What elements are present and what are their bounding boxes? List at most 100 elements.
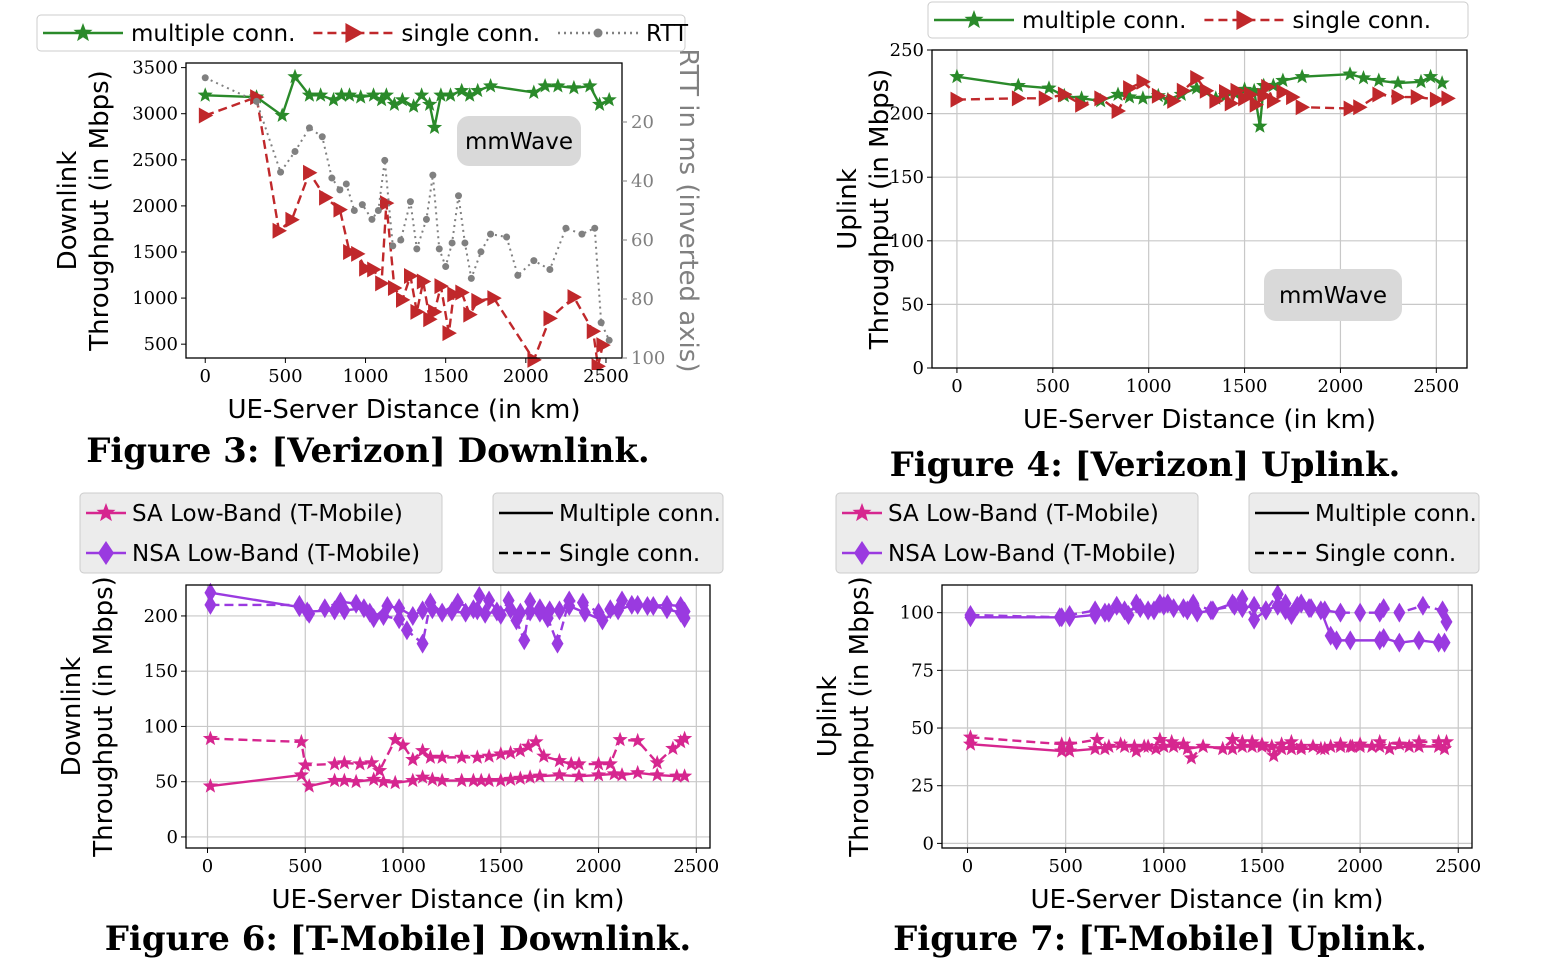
data-point-multiple [1275,72,1291,87]
x-tick-label: 1500 [423,366,469,387]
legend-marker-nsa [854,541,870,565]
x-tick-label: 1500 [478,856,524,877]
data-point-rtt [277,168,285,176]
data-point-sa [293,733,309,749]
data-point-sa [1244,733,1260,749]
data-point-multiple [1246,82,1262,98]
data-point-nsa [1440,611,1453,632]
data-point-rtt [605,336,613,344]
y-axis-label: Uplink [833,168,863,250]
data-point-sa [1254,736,1270,751]
data-point-nsa [660,599,673,620]
data-point-rtt [503,233,511,241]
data-point-nsa [1377,598,1390,619]
data-point-nsa [350,593,363,614]
data-point-single [1218,83,1234,100]
data-point-rtt [429,171,437,179]
data-point-multiple [1371,72,1387,87]
data-point-single [1167,92,1182,109]
data-point-sa [1264,738,1280,753]
x-axis-label: UE-Server Distance (in km) [228,395,581,425]
data-point-nsa [1259,600,1272,621]
legend-label-single: single conn. [1292,8,1431,34]
data-point-single [351,245,366,262]
x-tick-label: 2500 [1413,376,1459,397]
data-point-single [428,303,443,320]
data-point-sa [493,746,509,761]
data-point-single [379,195,395,212]
data-point-rtt [530,257,538,265]
data-point-single [586,323,602,340]
x-tick-label: 2500 [673,856,719,877]
data-point-nsa [533,598,546,619]
x-tick-label: 500 [268,366,302,387]
data-point-sa [375,773,392,789]
mmwave-badge [1264,269,1402,321]
data-point-nsa [1055,607,1068,628]
data-point-single [423,311,438,328]
data-point-sa [387,774,403,790]
chart-fig3: mmWave 0 500 1000 1500 2000 2500 500 1000 1500 200… [36,14,703,471]
data-point-sa [1305,738,1321,753]
data-point-sa [434,772,450,788]
data-point-sa [1401,738,1417,753]
legend-label-nsa: NSA Low-Band (T-Mobile) [132,541,420,567]
data-point-nsa [616,590,629,611]
data-point-rtt [389,242,397,250]
legend-label-rtt: RTT [646,21,689,47]
data-point-nsa [1122,604,1135,625]
legend-box-carrier [835,492,1199,574]
data-point-sa [606,766,622,781]
data-point-nsa [576,592,589,613]
data-point-nsa [1377,628,1390,649]
data-point-nsa [502,590,515,611]
data-point-multiple [426,119,443,134]
data-point-nsa [510,610,523,631]
legend-label-sa: SA Low-Band (T-Mobile) [888,501,1159,527]
data-point-sa [297,757,313,772]
data-point-rtt [350,207,358,214]
chart-fig7: 0 500 1000 1500 2000 2500 0 25 50 75 100 UE-Server … [813,492,1481,959]
data-point-nsa [1236,588,1249,609]
data-point-sa [405,751,421,767]
data-point-sa [612,731,628,747]
data-point-multiple [1423,68,1439,84]
data-point-single [285,211,300,228]
data-point-multiple [1342,66,1358,81]
data-point-sa [673,733,689,749]
data-point-sa [1224,740,1241,756]
fig6-caption: Figure 6: [T-Mobile] Downlink. [105,919,691,959]
data-point-rtt [591,224,599,232]
data-point-sa [665,740,681,755]
y-tick-label: 0 [923,833,934,854]
data-point-rtt [374,207,382,214]
data-point-multiple [526,84,542,99]
data-point-nsa [1416,595,1429,616]
y-tick-label: 100 [144,716,178,737]
data-point-nsa [1330,630,1343,651]
data-point-sa [366,771,382,786]
data-point-nsa [393,609,406,630]
data-point-rtt [328,174,336,182]
data-point-nsa [494,604,507,625]
legend-label-multiple: multiple conn. [131,21,295,47]
y2-tick-label: 80 [631,289,654,310]
data-point-nsa [1271,584,1284,605]
data-point-nsa [1279,593,1292,614]
data-point-multiple [1390,75,1406,90]
data-point-nsa [363,602,376,623]
legend-marker-single [1236,10,1255,30]
data-point-sa [1054,736,1070,751]
data-point-single [1372,86,1387,103]
data-point-sa [649,767,665,782]
data-point-sa [395,737,411,752]
data-point-nsa [1295,593,1308,614]
data-point-single [442,325,457,342]
data-point-sa [1062,736,1078,751]
data-point-multiple [301,87,317,102]
data-point-sa [512,770,528,785]
mmwave-badge-label: mmWave [1279,283,1387,309]
series-group [949,66,1456,133]
data-point-single [1038,90,1054,107]
y-tick-label: 500 [144,334,178,355]
